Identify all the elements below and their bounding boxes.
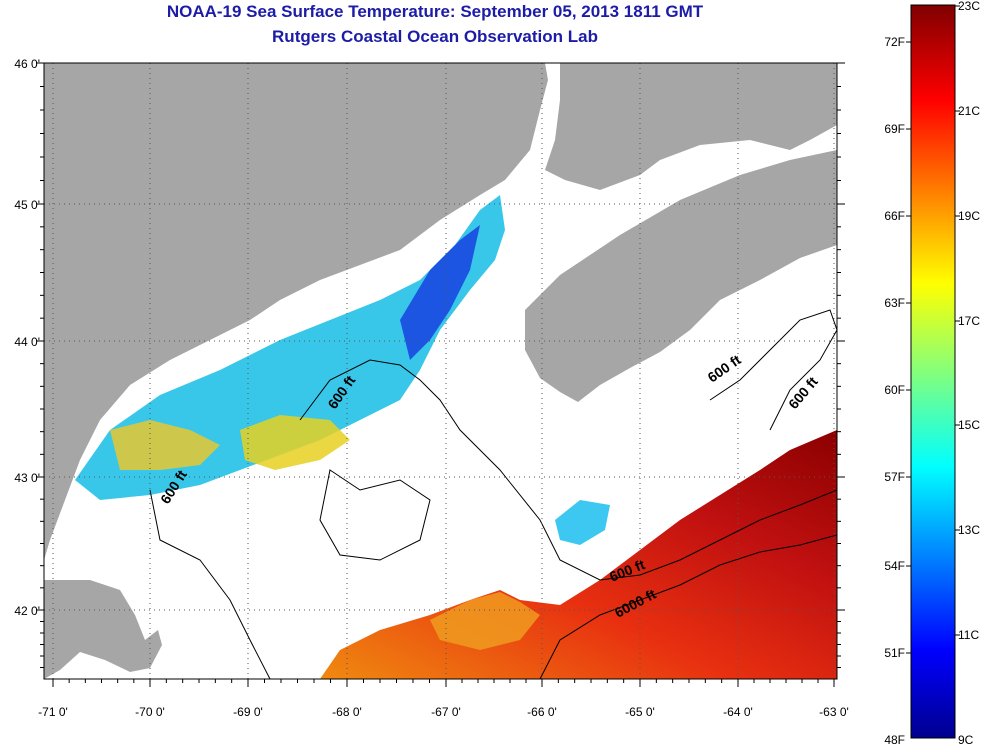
lon-label: -67 0': [431, 705, 461, 719]
map-frame: [43, 62, 838, 680]
axis-ticks: [36, 62, 845, 687]
sst-cyan-patch-east: [555, 500, 610, 545]
lon-label: -70 0': [135, 705, 165, 719]
colorbar-f-label: 69F: [884, 122, 905, 136]
map-area: 600 ft 600 ft 600 ft 600 ft 600 ft 6000 …: [44, 63, 837, 679]
lat-label: 46 0': [14, 57, 40, 71]
map-subtitle: Rutgers Coastal Ocean Observation Lab: [272, 27, 598, 46]
contour-6000ft: [539, 534, 837, 679]
colorbar-c-label: 21C: [958, 104, 980, 118]
colorbar-f-label: 63F: [884, 296, 905, 310]
contour-600ft-northeast: [709, 309, 837, 431]
sst-warm-patch-west: [110, 420, 220, 470]
colorbar-f-label: 54F: [884, 559, 905, 573]
lon-label: -64 0': [723, 705, 753, 719]
land-nova-scotia: [525, 150, 837, 402]
colorbar-c-label: 23C: [958, 0, 980, 13]
colorbar-f-label: 51F: [884, 646, 905, 660]
colorbar-f-label: 48F: [884, 733, 905, 747]
sst-deep-blue-core: [400, 225, 480, 360]
colorbar-gradient: [910, 4, 956, 739]
longitude-labels: -71 0' -70 0' -69 0' -68 0' -67 0' -66 0…: [38, 705, 849, 719]
colorbar-c-label: 17C: [958, 314, 980, 328]
lat-label: 45 0': [14, 198, 40, 212]
colorbar-c-label: 13C: [958, 523, 980, 537]
lon-label: -65 0': [625, 705, 655, 719]
colorbar-celsius-labels: 23C 21C 19C 17C 15C 13C 11C 9C: [958, 0, 980, 747]
colorbar-c-label: 19C: [958, 209, 980, 223]
contour-bank: [319, 469, 431, 561]
colorbar-f-label: 72F: [884, 35, 905, 49]
land-new-england: [44, 63, 548, 560]
land-new-brunswick: [545, 63, 837, 190]
map-title: NOAA-19 Sea Surface Temperature: Septemb…: [166, 2, 704, 21]
colorbar-f-label: 57F: [884, 470, 905, 484]
latitude-labels: 46 0' 45 0' 44 0' 43 0' 42 0': [14, 57, 40, 618]
land-cape-cod: [44, 580, 162, 679]
map-grid: [44, 63, 837, 679]
sst-coastal-band: [75, 195, 505, 500]
colorbar-f-label: 60F: [884, 383, 905, 397]
colorbar-c-label: 9C: [958, 733, 974, 747]
lat-label: 44 0': [14, 335, 40, 349]
sst-warm-patch-mid: [240, 415, 350, 470]
lon-label: -63 0': [819, 705, 849, 719]
bathymetry-contours: [149, 309, 837, 679]
lon-label: -71 0': [38, 705, 68, 719]
colorbar-fahrenheit-labels: 72F 69F 66F 63F 60F 57F 54F 51F 48F: [884, 35, 905, 747]
lat-label: 42 0': [14, 604, 40, 618]
colorbar-c-label: 11C: [958, 628, 979, 642]
lat-label: 43 0': [14, 471, 40, 485]
lon-label: -69 0': [233, 705, 263, 719]
contour-600ft-center: [299, 359, 837, 581]
colorbar-c-label: 15C: [958, 418, 980, 432]
colorbar-f-label: 66F: [884, 209, 905, 223]
lon-label: -66 0': [527, 705, 557, 719]
lon-label: -68 0': [332, 705, 362, 719]
sst-orange-front: [430, 592, 540, 650]
colorbar: 72F 69F 66F 63F 60F 57F 54F 51F 48F 23C …: [884, 0, 980, 747]
contour-600ft-west: [149, 489, 271, 679]
